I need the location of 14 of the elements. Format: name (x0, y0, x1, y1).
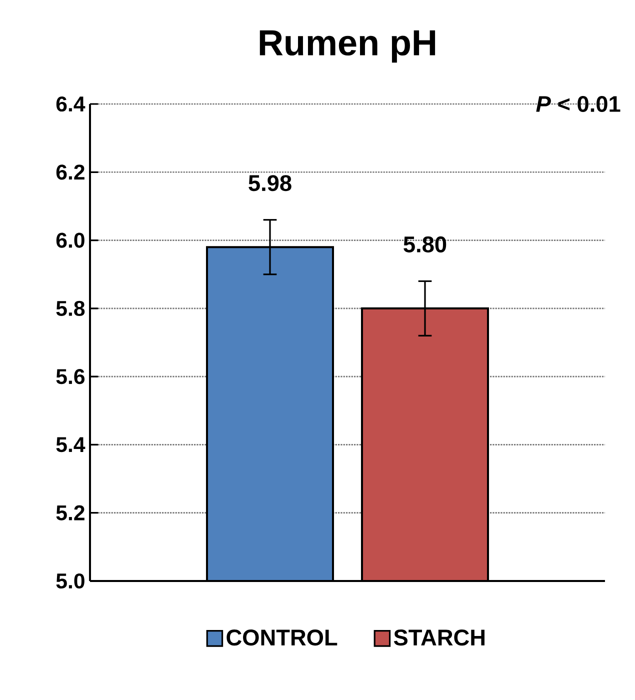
y-tick-label: 5.2 (56, 505, 84, 520)
legend-label: STARCH (394, 630, 484, 646)
y-tick-label: 5.4 (56, 437, 86, 452)
data-label: 5.98 (248, 175, 292, 192)
y-tick-label: 5.6 (56, 369, 85, 384)
y-tick-label: 5.8 (56, 300, 85, 316)
y-tick-label: 6.0 (56, 232, 84, 248)
y-tick-label: 5.0 (56, 573, 84, 589)
y-tick-label: 6.4 (56, 96, 86, 112)
legend-label: CONTROL (226, 630, 338, 646)
chart-title: Rumen pH (260, 30, 436, 63)
annotation: P < 0.01 (536, 96, 620, 112)
y-tick-label: 6.2 (56, 164, 84, 180)
data-label: 5.80 (404, 236, 446, 252)
